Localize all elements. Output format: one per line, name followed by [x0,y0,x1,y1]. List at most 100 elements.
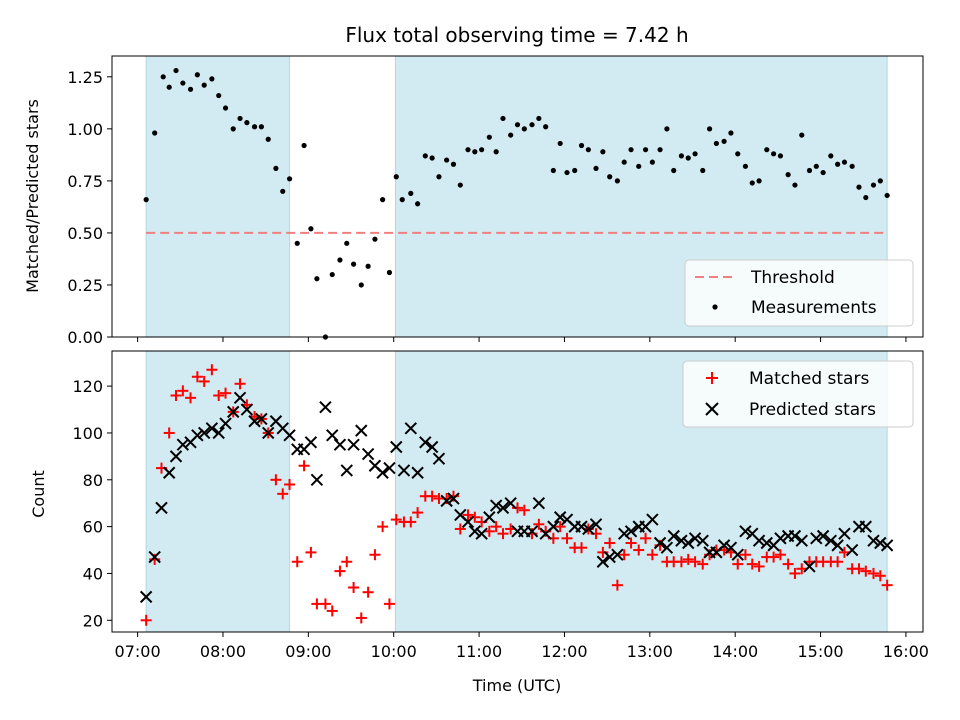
measurement-point [600,149,606,155]
predicted-star-point [547,520,560,533]
matched-star-point [597,546,609,558]
predicted-stars-points [139,391,894,604]
measurement-point [493,149,499,155]
measurement-point [386,269,393,276]
measurement-point [143,197,149,203]
measurement-point [777,153,784,159]
measurement-point [244,120,250,126]
predicted-star-point [447,492,460,505]
matched-star-point [270,474,282,486]
predicted-star-point [589,518,603,531]
top-y-tick-label: 0.75 [67,172,103,191]
matched-star-point [348,582,360,594]
predicted-star-point [425,440,439,454]
matched-star-point [298,460,310,472]
measurement-point [735,151,741,157]
matched-star-point [341,556,353,568]
predicted-star-point [795,534,808,547]
predicted-star-point [255,412,268,426]
matched-star-point [867,567,879,579]
measurement-point [251,124,258,130]
measurement-point [572,167,578,174]
measurement-point [756,178,762,184]
predicted-star-point [347,438,360,451]
predicted-star-point [212,426,225,440]
measurement-point [706,126,713,132]
predicted-star-point [611,548,624,561]
measurement-point [636,163,642,169]
matched-star-point [576,542,588,554]
predicted-star-point [682,536,695,550]
predicted-star-point [660,541,674,554]
measurement-point [813,163,819,169]
measurement-point [642,147,649,153]
measurement-point [479,147,485,153]
measurement-point [457,182,463,188]
predicted-star-point [148,550,161,564]
predicted-star-point [233,391,247,405]
measurement-point [265,136,271,142]
matched-star-point [191,371,203,383]
predicted-star-point [667,529,680,543]
matched-star-point [234,378,246,390]
measurement-point [465,147,471,153]
predicted-star-point [788,529,802,543]
predicted-star-point [483,511,496,524]
matched-star-point [170,389,182,401]
measurement-point [314,276,320,282]
measurement-point [166,84,172,90]
matched-star-point [796,563,808,575]
matched-star-point [369,549,381,561]
top-measurement-points [143,67,890,340]
measurement-point [358,282,364,288]
measurement-point [209,76,215,82]
measurement-point [173,67,179,74]
bottom-legend: Matched stars Predicted stars [682,360,914,428]
predicted-star-point [845,543,859,557]
bottom-x-tick-label: 16:00 [883,642,929,661]
bottom-x-tick-label: 09:00 [285,642,331,661]
bottom-x-tick-label: 10:00 [371,642,417,661]
matched-star-point [412,507,424,519]
measurement-point [536,115,542,122]
top-y-tick-label: 0.00 [67,328,103,347]
predicted-star-point [340,464,353,477]
top-legend-box [684,259,914,327]
matched-star-point [611,579,623,591]
top-y-tick-label: 1.25 [67,68,103,87]
measurement-point [216,92,222,99]
measurement-point [692,151,698,157]
predicted-star-point [867,534,880,547]
predicted-star-point [440,494,453,508]
measurement-point [685,155,691,161]
measurement-point [422,153,428,159]
matched-star-point [163,427,175,439]
measurement-point [799,132,805,138]
matched-star-point [383,598,395,610]
measurement-point [222,105,229,111]
measurement-point [657,147,663,153]
predicted-star-point [752,534,766,547]
matched-star-point [177,385,189,397]
measurement-point [828,153,834,159]
matched-star-point [832,556,844,568]
measurement-point [870,182,877,188]
measurement-point [194,72,200,78]
matched-star-point [838,546,850,558]
measurement-point [350,261,357,267]
bottom-y-tick-label: 40 [83,564,103,583]
legend-matched-swatch [706,372,718,384]
bottom-x-tick-label: 15:00 [798,642,844,661]
legend-measurements-swatch [712,304,718,310]
measurement-point [160,74,166,80]
measurement-point [742,163,749,169]
predicted-star-point [532,497,546,510]
legend-predicted-label: Predicted stars [749,400,876,420]
measurement-point [578,142,585,149]
measurement-point [664,126,670,132]
predicted-star-point [717,539,731,552]
measurement-point [258,124,264,130]
predicted-star-point [731,548,744,561]
measurement-point [649,159,655,165]
measurement-point [280,188,286,194]
